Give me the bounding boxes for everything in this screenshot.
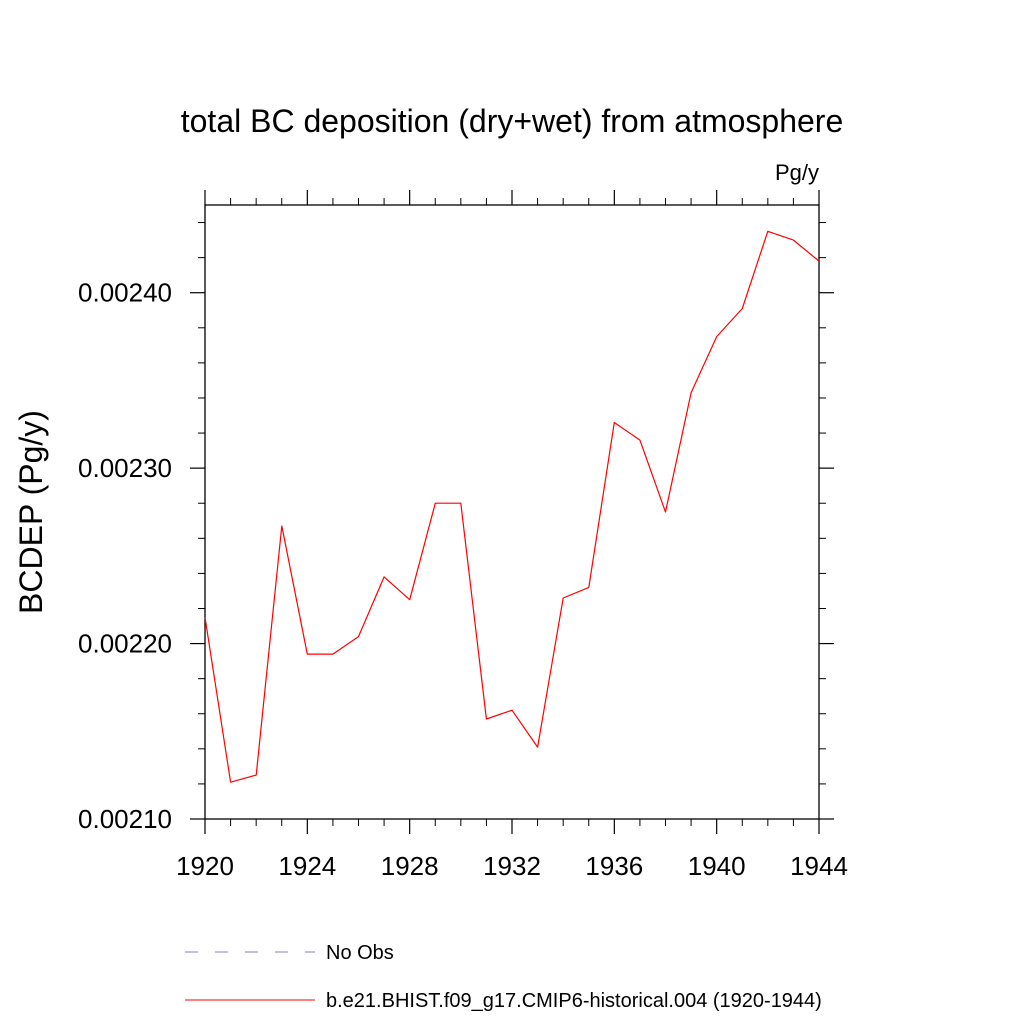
y-tick-labels: 0.00210 0.00220 0.00230 0.00240 <box>78 278 172 834</box>
units-label: Pg/y <box>775 160 819 185</box>
chart-title: total BC deposition (dry+wet) from atmos… <box>181 103 844 139</box>
x-tick-label: 1944 <box>790 851 848 881</box>
legend-label: b.e21.BHIST.f09_g17.CMIP6-historical.004… <box>326 990 822 1012</box>
y-axis-label: BCDEP (Pg/y) <box>13 410 49 614</box>
x-tick-label: 1928 <box>381 851 439 881</box>
x-tick-label: 1924 <box>278 851 336 881</box>
series-line <box>204 230 820 783</box>
x-tick-labels: 1920 1924 1928 1932 1936 1940 1944 <box>176 851 848 881</box>
y-tick-label: 0.00220 <box>78 629 172 659</box>
axis-ticks <box>190 190 834 834</box>
y-tick-label: 0.00240 <box>78 278 172 308</box>
y-tick-label: 0.00230 <box>78 453 172 483</box>
y-tick-label: 0.00210 <box>78 804 172 834</box>
x-tick-label: 1920 <box>176 851 234 881</box>
plot-frame <box>204 204 820 820</box>
x-tick-label: 1932 <box>483 851 541 881</box>
legend-label: No Obs <box>326 942 394 964</box>
series-lines <box>204 230 820 783</box>
legend: No Obs b.e21.BHIST.f09_g17.CMIP6-historic… <box>185 942 822 1012</box>
x-tick-label: 1936 <box>585 851 643 881</box>
x-tick-label: 1940 <box>688 851 746 881</box>
